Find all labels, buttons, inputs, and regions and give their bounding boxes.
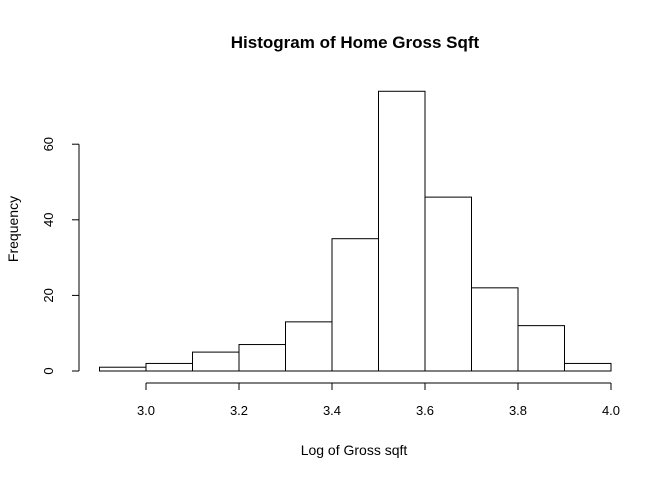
x-tick-label: 3.0 <box>137 403 155 418</box>
histogram-bar <box>564 362 612 372</box>
y-axis: 0 20 40 60 <box>41 137 80 375</box>
x-tick-label: 4.0 <box>602 403 620 418</box>
y-tick-label: 20 <box>41 288 56 302</box>
x-axis: 3.0 3.2 3.4 3.6 3.8 4.0 <box>137 382 620 418</box>
histogram-bar <box>99 366 147 372</box>
x-tick-label: 3.2 <box>230 403 248 418</box>
histogram-bar <box>285 321 333 372</box>
y-tick-label: 40 <box>41 213 56 227</box>
histogram-bar <box>331 238 379 372</box>
histogram-bar <box>378 90 426 372</box>
histogram-bar <box>192 351 240 372</box>
histogram-bar <box>471 287 519 372</box>
y-tick-label: 60 <box>41 137 56 151</box>
histogram-bar <box>145 362 193 372</box>
chart-title: Histogram of Home Gross Sqft <box>231 33 480 52</box>
bars-group <box>99 90 612 372</box>
x-tick-label: 3.8 <box>509 403 527 418</box>
y-axis-label: Frequency <box>5 196 21 262</box>
y-tick-label: 0 <box>41 367 56 374</box>
histogram-bar <box>424 196 472 372</box>
x-axis-label: Log of Gross sqft <box>301 442 408 458</box>
histogram-bar <box>517 325 565 372</box>
x-tick-label: 3.4 <box>323 403 341 418</box>
x-tick-label: 3.6 <box>416 403 434 418</box>
histogram-bar <box>238 344 286 372</box>
